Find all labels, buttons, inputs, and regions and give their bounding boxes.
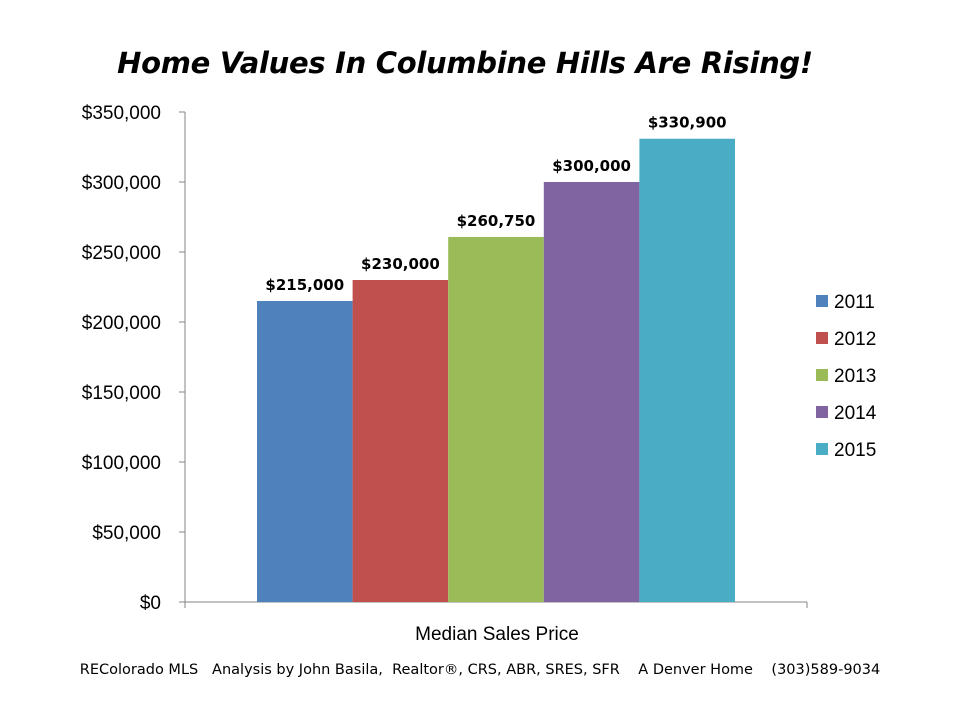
y-tick-label: $0	[140, 593, 161, 614]
legend-swatch-2014	[816, 406, 828, 418]
legend-label-2013: 2013	[834, 366, 876, 387]
chart-axes: $0 $50,000 $100,000 $150,000 $200,000 $250,00…	[82, 103, 808, 645]
legend-swatch-2013	[816, 369, 828, 381]
data-label-2015: $330,900	[648, 114, 727, 132]
chart-data-labels: $215,000 $230,000 $260,750 $300,000 $330,900	[265, 114, 726, 294]
legend-swatch-2015	[816, 443, 828, 455]
data-label-2014: $300,000	[552, 157, 631, 175]
y-tick-label: $150,000	[82, 383, 161, 404]
y-tick-label: $200,000	[82, 313, 161, 334]
chart-bars	[257, 138, 735, 603]
legend-label-2014: 2014	[834, 403, 877, 424]
data-label-2013: $260,750	[457, 212, 536, 230]
data-label-2011: $215,000	[265, 276, 344, 294]
legend-label-2015: 2015	[834, 440, 876, 461]
y-tick-label: $250,000	[82, 243, 161, 264]
y-tick-label: $100,000	[82, 453, 161, 474]
bar-2014	[543, 182, 640, 602]
legend-label-2012: 2012	[834, 329, 876, 350]
bar-2015	[639, 138, 735, 603]
chart-title: Home Values In Columbine Hills Are Risin…	[117, 46, 813, 80]
legend-swatch-2012	[816, 332, 828, 344]
y-tick-label: $300,000	[82, 173, 161, 194]
footer-credit: REColorado MLS Analysis by John Basila, …	[79, 662, 881, 678]
bar-2012	[352, 280, 449, 602]
y-tick-label: $350,000	[82, 103, 161, 124]
bar-2013	[448, 236, 544, 602]
y-tick-label: $50,000	[92, 523, 161, 544]
legend-swatch-2011	[816, 295, 828, 307]
x-axis-title: Median Sales Price	[415, 624, 579, 645]
chart-legend: 2011 2012 2013 2014 2015	[816, 292, 877, 461]
data-label-2012: $230,000	[361, 255, 440, 273]
legend-label-2011: 2011	[834, 292, 875, 313]
bar-2011	[257, 301, 353, 602]
